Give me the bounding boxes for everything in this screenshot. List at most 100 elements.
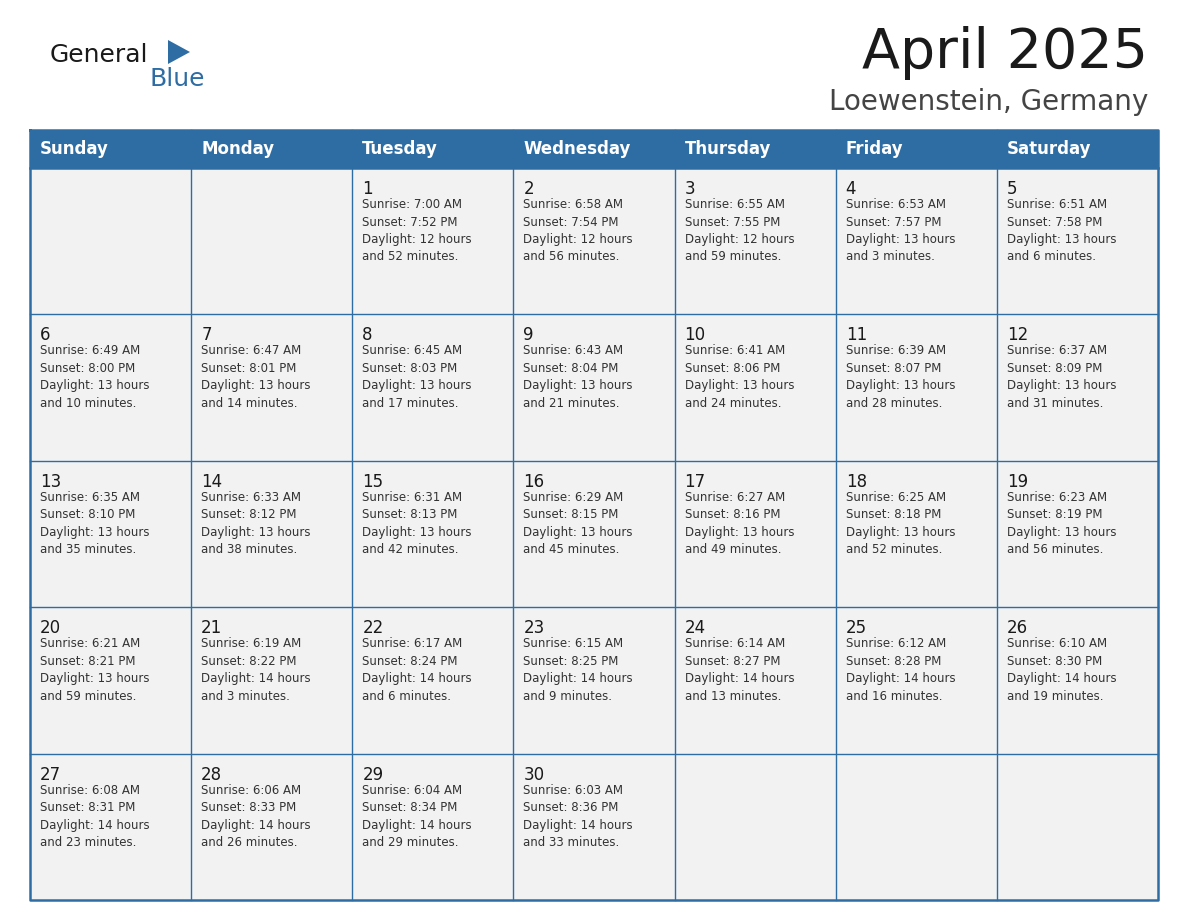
Bar bbox=[675, 314, 835, 461]
Text: Sunrise: 6:33 AM
Sunset: 8:12 PM
Daylight: 13 hours
and 38 minutes.: Sunrise: 6:33 AM Sunset: 8:12 PM Dayligh… bbox=[201, 491, 310, 556]
Text: Sunrise: 6:06 AM
Sunset: 8:33 PM
Daylight: 14 hours
and 26 minutes.: Sunrise: 6:06 AM Sunset: 8:33 PM Dayligh… bbox=[201, 784, 311, 849]
Text: 7: 7 bbox=[201, 327, 211, 344]
Text: Sunrise: 6:15 AM
Sunset: 8:25 PM
Daylight: 14 hours
and 9 minutes.: Sunrise: 6:15 AM Sunset: 8:25 PM Dayligh… bbox=[524, 637, 633, 702]
Text: Sunrise: 6:10 AM
Sunset: 8:30 PM
Daylight: 14 hours
and 19 minutes.: Sunrise: 6:10 AM Sunset: 8:30 PM Dayligh… bbox=[1007, 637, 1117, 702]
Text: Sunrise: 6:04 AM
Sunset: 8:34 PM
Daylight: 14 hours
and 29 minutes.: Sunrise: 6:04 AM Sunset: 8:34 PM Dayligh… bbox=[362, 784, 472, 849]
Text: 23: 23 bbox=[524, 620, 544, 637]
Text: Sunrise: 6:14 AM
Sunset: 8:27 PM
Daylight: 14 hours
and 13 minutes.: Sunrise: 6:14 AM Sunset: 8:27 PM Dayligh… bbox=[684, 637, 795, 702]
Bar bbox=[513, 168, 675, 314]
Bar bbox=[835, 607, 997, 754]
Bar bbox=[191, 314, 353, 461]
Text: 20: 20 bbox=[40, 620, 61, 637]
Text: 10: 10 bbox=[684, 327, 706, 344]
Text: Sunrise: 6:39 AM
Sunset: 8:07 PM
Daylight: 13 hours
and 28 minutes.: Sunrise: 6:39 AM Sunset: 8:07 PM Dayligh… bbox=[846, 344, 955, 410]
Text: Sunrise: 6:53 AM
Sunset: 7:57 PM
Daylight: 13 hours
and 3 minutes.: Sunrise: 6:53 AM Sunset: 7:57 PM Dayligh… bbox=[846, 198, 955, 263]
Text: Sunrise: 6:23 AM
Sunset: 8:19 PM
Daylight: 13 hours
and 56 minutes.: Sunrise: 6:23 AM Sunset: 8:19 PM Dayligh… bbox=[1007, 491, 1117, 556]
Text: Loewenstein, Germany: Loewenstein, Germany bbox=[829, 88, 1148, 116]
Text: 18: 18 bbox=[846, 473, 867, 491]
Text: 6: 6 bbox=[40, 327, 51, 344]
Bar bbox=[30, 314, 191, 461]
Text: Sunrise: 6:41 AM
Sunset: 8:06 PM
Daylight: 13 hours
and 24 minutes.: Sunrise: 6:41 AM Sunset: 8:06 PM Dayligh… bbox=[684, 344, 794, 410]
Bar bbox=[835, 168, 997, 314]
Text: 30: 30 bbox=[524, 766, 544, 784]
Bar bbox=[835, 461, 997, 607]
Text: 21: 21 bbox=[201, 620, 222, 637]
Text: 19: 19 bbox=[1007, 473, 1028, 491]
Text: Sunrise: 6:29 AM
Sunset: 8:15 PM
Daylight: 13 hours
and 45 minutes.: Sunrise: 6:29 AM Sunset: 8:15 PM Dayligh… bbox=[524, 491, 633, 556]
Bar bbox=[835, 314, 997, 461]
Text: Friday: Friday bbox=[846, 140, 903, 158]
Bar bbox=[513, 314, 675, 461]
Bar bbox=[675, 461, 835, 607]
Bar bbox=[353, 754, 513, 900]
Text: Sunrise: 6:19 AM
Sunset: 8:22 PM
Daylight: 14 hours
and 3 minutes.: Sunrise: 6:19 AM Sunset: 8:22 PM Dayligh… bbox=[201, 637, 311, 702]
Text: Sunrise: 6:17 AM
Sunset: 8:24 PM
Daylight: 14 hours
and 6 minutes.: Sunrise: 6:17 AM Sunset: 8:24 PM Dayligh… bbox=[362, 637, 472, 702]
Bar bbox=[997, 314, 1158, 461]
Bar bbox=[353, 607, 513, 754]
Text: Saturday: Saturday bbox=[1007, 140, 1092, 158]
Bar bbox=[191, 607, 353, 754]
Bar bbox=[30, 130, 1158, 168]
Text: Sunrise: 7:00 AM
Sunset: 7:52 PM
Daylight: 12 hours
and 52 minutes.: Sunrise: 7:00 AM Sunset: 7:52 PM Dayligh… bbox=[362, 198, 472, 263]
Text: April 2025: April 2025 bbox=[862, 26, 1148, 80]
Bar bbox=[191, 461, 353, 607]
Bar bbox=[30, 461, 191, 607]
Text: 9: 9 bbox=[524, 327, 533, 344]
Bar bbox=[513, 461, 675, 607]
Bar bbox=[30, 168, 191, 314]
Text: Sunrise: 6:55 AM
Sunset: 7:55 PM
Daylight: 12 hours
and 59 minutes.: Sunrise: 6:55 AM Sunset: 7:55 PM Dayligh… bbox=[684, 198, 795, 263]
Bar bbox=[30, 607, 191, 754]
Bar bbox=[353, 461, 513, 607]
Text: 3: 3 bbox=[684, 180, 695, 198]
Bar bbox=[30, 754, 191, 900]
Text: Sunrise: 6:31 AM
Sunset: 8:13 PM
Daylight: 13 hours
and 42 minutes.: Sunrise: 6:31 AM Sunset: 8:13 PM Dayligh… bbox=[362, 491, 472, 556]
Text: Sunrise: 6:21 AM
Sunset: 8:21 PM
Daylight: 13 hours
and 59 minutes.: Sunrise: 6:21 AM Sunset: 8:21 PM Dayligh… bbox=[40, 637, 150, 702]
Bar bbox=[191, 754, 353, 900]
Text: 5: 5 bbox=[1007, 180, 1017, 198]
Text: 27: 27 bbox=[40, 766, 61, 784]
Text: Monday: Monday bbox=[201, 140, 274, 158]
Text: 17: 17 bbox=[684, 473, 706, 491]
Text: 26: 26 bbox=[1007, 620, 1028, 637]
Text: 25: 25 bbox=[846, 620, 867, 637]
Bar bbox=[353, 314, 513, 461]
Bar bbox=[675, 168, 835, 314]
Bar bbox=[513, 754, 675, 900]
Bar bbox=[675, 607, 835, 754]
Text: 16: 16 bbox=[524, 473, 544, 491]
Text: Sunrise: 6:45 AM
Sunset: 8:03 PM
Daylight: 13 hours
and 17 minutes.: Sunrise: 6:45 AM Sunset: 8:03 PM Dayligh… bbox=[362, 344, 472, 410]
Text: Sunrise: 6:27 AM
Sunset: 8:16 PM
Daylight: 13 hours
and 49 minutes.: Sunrise: 6:27 AM Sunset: 8:16 PM Dayligh… bbox=[684, 491, 794, 556]
Text: 28: 28 bbox=[201, 766, 222, 784]
Text: Sunrise: 6:47 AM
Sunset: 8:01 PM
Daylight: 13 hours
and 14 minutes.: Sunrise: 6:47 AM Sunset: 8:01 PM Dayligh… bbox=[201, 344, 310, 410]
Text: Blue: Blue bbox=[150, 67, 206, 91]
Text: 22: 22 bbox=[362, 620, 384, 637]
Bar bbox=[191, 168, 353, 314]
Text: 24: 24 bbox=[684, 620, 706, 637]
Bar bbox=[997, 168, 1158, 314]
Text: 29: 29 bbox=[362, 766, 384, 784]
Text: Sunrise: 6:51 AM
Sunset: 7:58 PM
Daylight: 13 hours
and 6 minutes.: Sunrise: 6:51 AM Sunset: 7:58 PM Dayligh… bbox=[1007, 198, 1117, 263]
Text: Sunrise: 6:25 AM
Sunset: 8:18 PM
Daylight: 13 hours
and 52 minutes.: Sunrise: 6:25 AM Sunset: 8:18 PM Dayligh… bbox=[846, 491, 955, 556]
Bar bbox=[997, 754, 1158, 900]
Text: Sunrise: 6:03 AM
Sunset: 8:36 PM
Daylight: 14 hours
and 33 minutes.: Sunrise: 6:03 AM Sunset: 8:36 PM Dayligh… bbox=[524, 784, 633, 849]
Text: 15: 15 bbox=[362, 473, 384, 491]
Text: 13: 13 bbox=[40, 473, 62, 491]
Bar bbox=[353, 168, 513, 314]
Text: Sunrise: 6:49 AM
Sunset: 8:00 PM
Daylight: 13 hours
and 10 minutes.: Sunrise: 6:49 AM Sunset: 8:00 PM Dayligh… bbox=[40, 344, 150, 410]
Bar bbox=[997, 607, 1158, 754]
Text: Wednesday: Wednesday bbox=[524, 140, 631, 158]
Text: Sunrise: 6:12 AM
Sunset: 8:28 PM
Daylight: 14 hours
and 16 minutes.: Sunrise: 6:12 AM Sunset: 8:28 PM Dayligh… bbox=[846, 637, 955, 702]
Text: General: General bbox=[50, 43, 148, 67]
Text: 11: 11 bbox=[846, 327, 867, 344]
Text: Sunrise: 6:35 AM
Sunset: 8:10 PM
Daylight: 13 hours
and 35 minutes.: Sunrise: 6:35 AM Sunset: 8:10 PM Dayligh… bbox=[40, 491, 150, 556]
Text: 12: 12 bbox=[1007, 327, 1028, 344]
Text: Sunrise: 6:58 AM
Sunset: 7:54 PM
Daylight: 12 hours
and 56 minutes.: Sunrise: 6:58 AM Sunset: 7:54 PM Dayligh… bbox=[524, 198, 633, 263]
Text: Sunrise: 6:43 AM
Sunset: 8:04 PM
Daylight: 13 hours
and 21 minutes.: Sunrise: 6:43 AM Sunset: 8:04 PM Dayligh… bbox=[524, 344, 633, 410]
Text: Sunrise: 6:37 AM
Sunset: 8:09 PM
Daylight: 13 hours
and 31 minutes.: Sunrise: 6:37 AM Sunset: 8:09 PM Dayligh… bbox=[1007, 344, 1117, 410]
Text: 2: 2 bbox=[524, 180, 535, 198]
Polygon shape bbox=[168, 40, 190, 64]
Text: Sunrise: 6:08 AM
Sunset: 8:31 PM
Daylight: 14 hours
and 23 minutes.: Sunrise: 6:08 AM Sunset: 8:31 PM Dayligh… bbox=[40, 784, 150, 849]
Text: Thursday: Thursday bbox=[684, 140, 771, 158]
Bar bbox=[835, 754, 997, 900]
Text: 8: 8 bbox=[362, 327, 373, 344]
